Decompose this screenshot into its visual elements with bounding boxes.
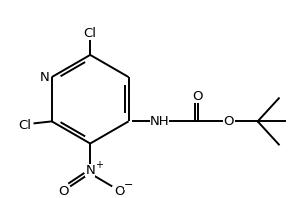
Text: −: − bbox=[124, 180, 133, 190]
Text: NH: NH bbox=[149, 115, 169, 128]
Text: N: N bbox=[40, 70, 50, 84]
Text: Cl: Cl bbox=[84, 27, 97, 40]
Text: +: + bbox=[95, 160, 103, 170]
Text: N: N bbox=[85, 164, 95, 177]
Text: O: O bbox=[223, 115, 234, 128]
Text: O: O bbox=[193, 90, 203, 103]
Text: O: O bbox=[114, 185, 124, 198]
Text: O: O bbox=[58, 185, 68, 198]
Text: Cl: Cl bbox=[18, 119, 31, 132]
